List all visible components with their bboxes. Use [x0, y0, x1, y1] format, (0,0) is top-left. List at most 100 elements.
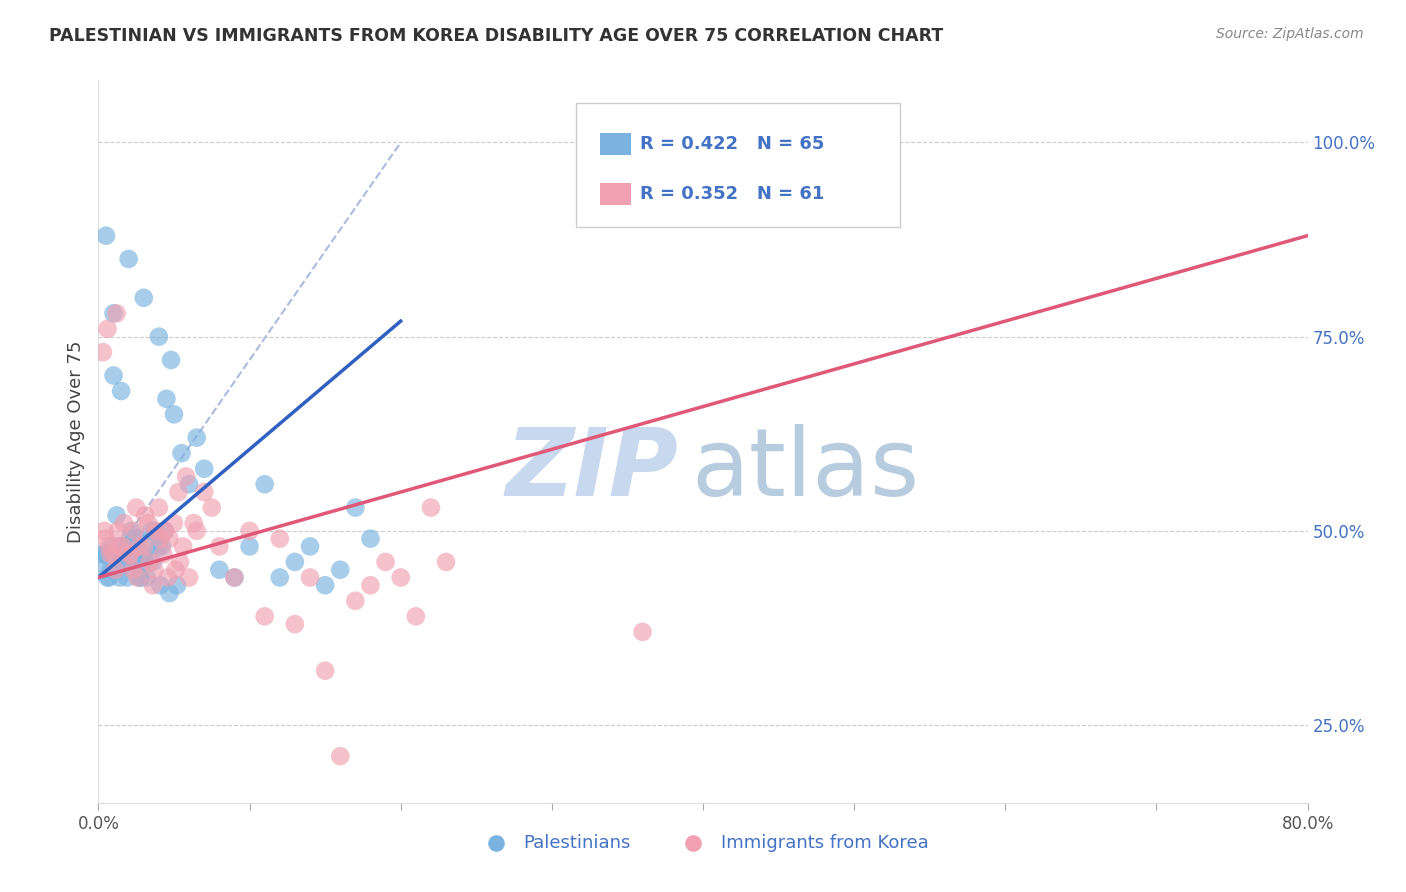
- Point: [98, 540, 121, 554]
- Point: [100, 563, 122, 577]
- Point: [114, 555, 136, 569]
- Point: [127, 532, 149, 546]
- Point: [172, 540, 194, 554]
- Point: [186, 524, 208, 538]
- Point: [132, 291, 155, 305]
- Point: [269, 532, 291, 546]
- Point: [163, 408, 186, 422]
- Point: [148, 540, 170, 554]
- Point: [174, 469, 197, 483]
- Point: [208, 540, 231, 554]
- Point: [128, 570, 150, 584]
- Point: [148, 500, 170, 515]
- Point: [145, 524, 167, 538]
- Point: [150, 540, 173, 554]
- Point: [105, 306, 128, 320]
- Point: [329, 749, 352, 764]
- Text: ZIP: ZIP: [506, 425, 679, 516]
- Point: [103, 306, 125, 320]
- Point: [124, 555, 146, 569]
- Point: [107, 524, 129, 538]
- Point: [156, 570, 179, 584]
- Point: [152, 547, 174, 561]
- Point: [139, 540, 162, 554]
- Y-axis label: Disability Age Over 75: Disability Age Over 75: [66, 340, 84, 543]
- Point: [148, 329, 170, 343]
- Point: [134, 508, 156, 523]
- Point: [224, 570, 246, 584]
- Point: [96, 570, 118, 584]
- Point: [91, 345, 114, 359]
- Point: [104, 555, 127, 569]
- Point: [299, 540, 322, 554]
- Point: [125, 500, 148, 515]
- Point: [132, 547, 155, 561]
- Point: [314, 664, 336, 678]
- Point: [131, 555, 153, 569]
- Point: [107, 540, 129, 554]
- Point: [115, 570, 138, 584]
- Point: [389, 570, 412, 584]
- Point: [124, 524, 146, 538]
- Point: [94, 547, 117, 561]
- Point: [434, 555, 457, 569]
- Point: [165, 563, 187, 577]
- Point: [284, 617, 307, 632]
- Point: [170, 446, 193, 460]
- Point: [344, 500, 367, 515]
- Point: [186, 431, 208, 445]
- Legend: Palestinians, Immigrants from Korea: Palestinians, Immigrants from Korea: [471, 826, 935, 859]
- Point: [118, 547, 141, 561]
- Point: [163, 516, 186, 530]
- Point: [136, 516, 159, 530]
- Point: [105, 508, 128, 523]
- Point: [93, 524, 115, 538]
- Point: [100, 547, 122, 561]
- Point: [360, 578, 382, 592]
- Point: [179, 477, 201, 491]
- Point: [224, 570, 246, 584]
- Point: [127, 570, 149, 584]
- Point: [631, 624, 654, 639]
- Point: [125, 532, 148, 546]
- Point: [201, 500, 224, 515]
- Point: [193, 485, 215, 500]
- Point: [129, 570, 152, 584]
- Point: [104, 563, 127, 577]
- Point: [103, 547, 125, 561]
- Point: [94, 228, 117, 243]
- Text: R = 0.422   N = 65: R = 0.422 N = 65: [640, 136, 824, 153]
- Point: [122, 563, 145, 577]
- Point: [110, 384, 132, 398]
- Point: [110, 540, 132, 554]
- Text: PALESTINIAN VS IMMIGRANTS FROM KOREA DISABILITY AGE OVER 75 CORRELATION CHART: PALESTINIAN VS IMMIGRANTS FROM KOREA DIS…: [49, 27, 943, 45]
- Point: [269, 570, 291, 584]
- Point: [90, 547, 112, 561]
- Point: [94, 532, 117, 546]
- Point: [101, 540, 124, 554]
- Point: [122, 547, 145, 561]
- Point: [329, 563, 352, 577]
- Point: [149, 532, 172, 546]
- Point: [143, 563, 166, 577]
- Point: [120, 532, 142, 546]
- Point: [135, 570, 157, 584]
- Point: [169, 555, 191, 569]
- Point: [299, 570, 322, 584]
- Point: [360, 532, 382, 546]
- Point: [118, 555, 141, 569]
- Point: [153, 524, 176, 538]
- Point: [93, 547, 115, 561]
- Point: [132, 540, 155, 554]
- Point: [159, 532, 181, 546]
- Point: [183, 516, 205, 530]
- Point: [159, 586, 181, 600]
- Point: [284, 555, 307, 569]
- Point: [239, 524, 262, 538]
- Point: [239, 540, 262, 554]
- Point: [120, 547, 142, 561]
- Point: [134, 555, 156, 569]
- Point: [143, 524, 166, 538]
- Point: [91, 563, 114, 577]
- Point: [208, 563, 231, 577]
